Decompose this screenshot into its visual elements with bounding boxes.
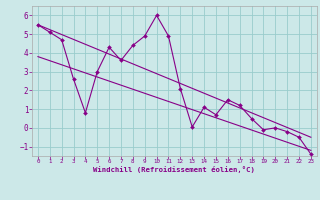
X-axis label: Windchill (Refroidissement éolien,°C): Windchill (Refroidissement éolien,°C) xyxy=(93,166,255,173)
